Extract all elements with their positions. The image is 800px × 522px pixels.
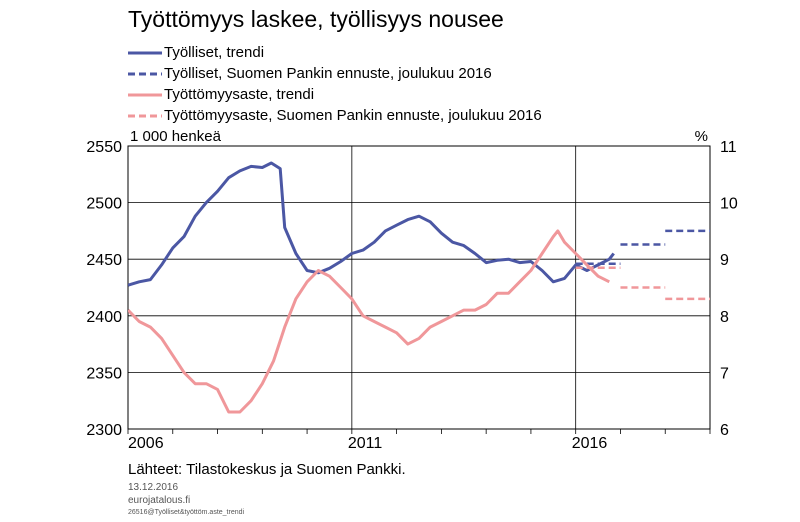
y-right-tick-label: 10 (720, 196, 738, 213)
legend-swatch-unemployment-forecast (128, 114, 162, 117)
legend-label: Työttömyysaste, Suomen Pankin ennuste, j… (164, 107, 542, 124)
legend-item-unemployment-forecast: Työttömyysaste, Suomen Pankin ennuste, j… (128, 105, 542, 126)
legend-swatch-unemployment-trend (128, 93, 162, 96)
legend-label: Työlliset, Suomen Pankin ennuste, jouluk… (164, 65, 492, 82)
y-right-tick-label: 8 (720, 309, 729, 326)
y-left-tick-label: 2450 (86, 252, 122, 269)
y-left-tick-label: 2550 (86, 139, 122, 156)
sources-note: Lähteet: Tilastokeskus ja Suomen Pankki. (128, 461, 406, 478)
y-right-tick-label: 9 (720, 252, 729, 269)
legend-swatch-employed-trend (128, 51, 162, 54)
legend-swatch-employed-forecast (128, 72, 162, 75)
y-right-axis-label: % (695, 128, 708, 145)
y-left-tick-label: 2500 (86, 196, 122, 213)
series-line-0 (128, 161, 615, 287)
legend-item-employed-forecast: Työlliset, Suomen Pankin ennuste, jouluk… (128, 63, 542, 84)
y-left-tick-label: 2350 (86, 365, 122, 382)
y-right-tick-label: 11 (720, 139, 737, 156)
y-right-tick-label: 6 (720, 422, 729, 439)
site-name: eurojatalous.fi (128, 495, 191, 506)
x-tick-label: 2006 (128, 435, 164, 452)
y-left-axis-label: 1 000 henkeä (130, 128, 222, 145)
legend-item-employed-trend: Työlliset, trendi (128, 42, 542, 63)
legend-label: Työttömyysaste, trendi (164, 86, 315, 103)
y-left-tick-label: 2300 (86, 422, 122, 439)
publish-date: 13.12.2016 (128, 482, 179, 493)
chart-code: 26516@Työlliset&työttöm.aste_trendi (128, 509, 245, 516)
legend: Työlliset, trendi Työlliset, Suomen Pank… (128, 42, 542, 126)
plot-frame (127, 145, 711, 430)
legend-label: Työlliset, trendi (164, 44, 265, 61)
chart-title: Työttömyys laskee, työllisyys nousee (128, 6, 504, 32)
legend-item-unemployment-trend: Työttömyysaste, trendi (128, 84, 542, 105)
y-right-tick-label: 7 (720, 365, 729, 382)
series-line-2 (128, 229, 610, 414)
x-tick-label: 2016 (572, 435, 608, 452)
x-tick-label: 2011 (348, 435, 383, 452)
y-left-tick-label: 2400 (86, 309, 122, 326)
